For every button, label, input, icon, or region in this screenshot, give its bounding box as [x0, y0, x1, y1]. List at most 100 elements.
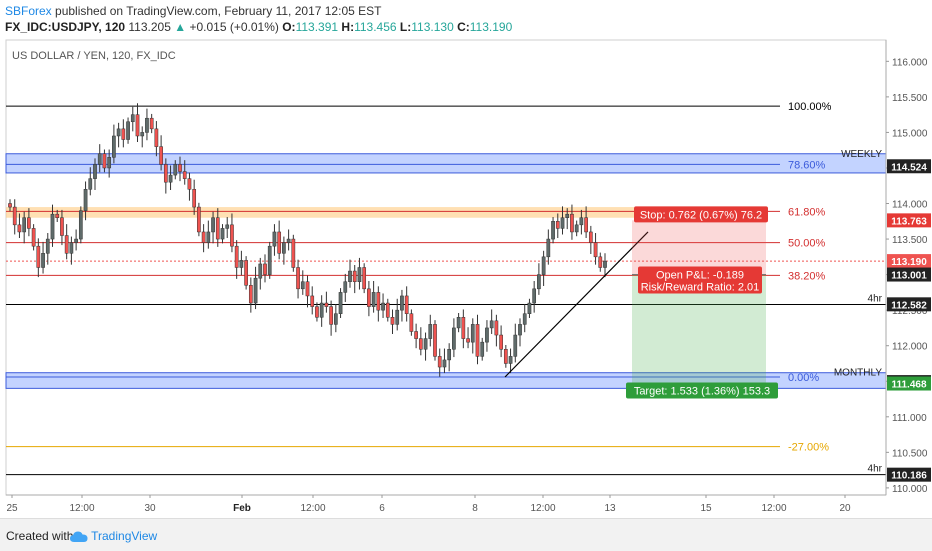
candle-body [126, 121, 130, 140]
candle-body [537, 274, 541, 290]
candle-body [163, 164, 168, 183]
fib-label-6: -27.00% [788, 442, 829, 454]
high-value: 113.456 [354, 20, 397, 34]
candle-body [215, 217, 220, 240]
candle-body [239, 260, 244, 268]
candle-body [168, 174, 173, 183]
candle-body [570, 213, 574, 233]
x-tick-label: 12:00 [69, 503, 94, 514]
price-badge [887, 159, 931, 174]
x-tick-label: 12:00 [300, 503, 325, 514]
candle-body [296, 267, 300, 290]
stop-label-box[interactable] [634, 206, 768, 223]
candle-body [201, 231, 206, 243]
pnl-label-box[interactable] [638, 266, 762, 294]
candle-body [140, 132, 145, 137]
price-badge [887, 376, 931, 391]
candle-body [187, 178, 192, 190]
candle-body [395, 309, 400, 325]
tradingview-brand: TradingView [91, 529, 158, 543]
candle-body [97, 153, 102, 165]
candle-body [69, 242, 74, 254]
price-badge [887, 213, 931, 228]
ohlc-legend: FX_IDC:USDJPY, 120 113.205 ▲ +0.015 (+0.… [5, 20, 512, 34]
candle-body [489, 320, 494, 329]
candle-body [319, 302, 324, 318]
candle-body [263, 263, 267, 275]
candle-body [508, 356, 513, 364]
candle-body [357, 267, 362, 282]
hline-label-0: 4hr [868, 293, 883, 304]
candle-body [154, 128, 159, 147]
price-badge-text: 113.001 [891, 271, 927, 282]
up-arrow-icon: ▲ [174, 20, 187, 34]
candle-body [206, 231, 211, 243]
candle-body [27, 217, 31, 229]
candle-body [102, 153, 107, 169]
fib-label-5: 0.00% [788, 372, 819, 384]
candle-body [36, 245, 41, 268]
candle-body [55, 213, 60, 218]
candle-body [267, 245, 272, 275]
candle-body [145, 117, 149, 133]
candle-body [149, 117, 154, 130]
y-tick-label: 116.000 [892, 57, 928, 68]
candle-body [546, 238, 551, 258]
y-tick-label: 115.500 [892, 93, 928, 104]
target-label-box[interactable] [626, 382, 778, 399]
candle-body [178, 164, 182, 172]
fib-label-3: 50.00% [788, 238, 826, 250]
close-label: C: [457, 20, 470, 34]
y-tick-label: 114.000 [892, 200, 928, 211]
price-badge-text: 113.763 [891, 216, 927, 227]
y-tick-label: 110.500 [892, 448, 928, 459]
low-label: L: [399, 20, 412, 34]
y-tick-label: 110.000 [892, 484, 928, 495]
candle-body [348, 270, 352, 282]
tradingview-logo[interactable]: TradingView [70, 529, 157, 543]
candle-body [310, 295, 315, 307]
published-text: published on TradingView.com, February 1… [55, 4, 382, 18]
pnl-label-text-1: Risk/Reward Ratio: 2.01 [641, 282, 760, 294]
candle-body [480, 341, 485, 357]
candle-body [371, 292, 376, 307]
candle-body [234, 245, 239, 268]
candle-body [130, 114, 135, 123]
candle-body [579, 217, 584, 226]
candle-body [400, 295, 404, 311]
candle-body [159, 146, 163, 165]
created-with-label: Created with [6, 529, 74, 543]
candle-body [376, 292, 381, 311]
candle-body [83, 189, 88, 211]
price-badge-text: 112.582 [891, 300, 927, 311]
candle-body [64, 235, 69, 254]
candle-body [305, 281, 310, 297]
candle-body [12, 206, 17, 226]
pnl-label-text-0: Open P&L: -0.189 [656, 270, 744, 282]
price-badge [887, 267, 931, 282]
candle-body [503, 349, 508, 364]
candle-body [404, 295, 409, 314]
open-label: O: [282, 20, 296, 34]
candle-body [385, 302, 390, 318]
trend-line [504, 231, 649, 378]
candle-body [466, 338, 470, 343]
candle-body [475, 324, 480, 357]
candle-body [50, 213, 55, 240]
candle-body [315, 306, 319, 318]
candle-body [352, 270, 357, 282]
candle-body [485, 327, 489, 343]
candle-body [121, 128, 126, 140]
change-value: +0.015 (+0.01%) [189, 20, 279, 34]
candle-body [499, 334, 503, 350]
candle-body [555, 221, 560, 229]
candle-body [603, 260, 607, 268]
candle-body [390, 317, 395, 325]
candle-body [522, 313, 527, 325]
candle-body [41, 253, 45, 268]
x-tick-label: 15 [700, 503, 712, 514]
y-tick-label: 115.000 [892, 128, 928, 139]
author-link[interactable]: SBForex [5, 4, 52, 18]
candle-body [45, 238, 50, 254]
